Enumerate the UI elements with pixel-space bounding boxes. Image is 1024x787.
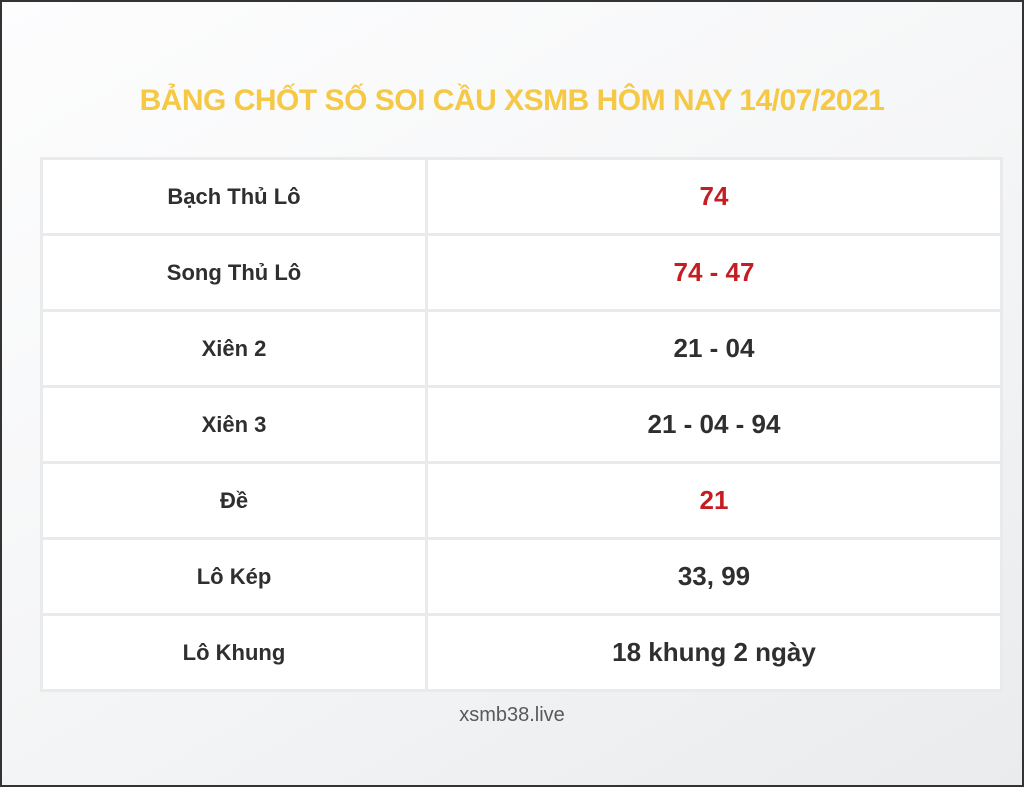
row-value: 21 - 04 - 94 [425, 385, 1003, 464]
table-row: Lô Khung 18 khung 2 ngày [40, 613, 1003, 692]
table-row: Xiên 3 21 - 04 - 94 [40, 385, 1003, 464]
table-row: Lô Kép 33, 99 [40, 537, 1003, 616]
row-label: Bạch Thủ Lô [40, 157, 428, 236]
row-value: 33, 99 [425, 537, 1003, 616]
row-value: 74 [425, 157, 1003, 236]
row-value: 18 khung 2 ngày [425, 613, 1003, 692]
table-row: Song Thủ Lô 74 - 47 [40, 233, 1003, 312]
table-row: Bạch Thủ Lô 74 [40, 157, 1003, 236]
row-value: 21 - 04 [425, 309, 1003, 388]
row-label: Lô Khung [40, 613, 428, 692]
row-label: Lô Kép [40, 537, 428, 616]
row-label: Đề [40, 461, 428, 540]
row-label: Song Thủ Lô [40, 233, 428, 312]
page-title: BẢNG CHỐT SỐ SOI CẦU XSMB HÔM NAY 14/07/… [139, 84, 885, 117]
row-value: 21 [425, 461, 1003, 540]
table-row: Xiên 2 21 - 04 [40, 309, 1003, 388]
row-label: Xiên 3 [40, 385, 428, 464]
prediction-table: Bạch Thủ Lô 74 Song Thủ Lô 74 - 47 Xiên … [40, 157, 1003, 692]
table-row: Đề 21 [40, 461, 1003, 540]
row-value: 74 - 47 [425, 233, 1003, 312]
site-watermark: xsmb38.live [459, 704, 565, 726]
row-label: Xiên 2 [40, 309, 428, 388]
